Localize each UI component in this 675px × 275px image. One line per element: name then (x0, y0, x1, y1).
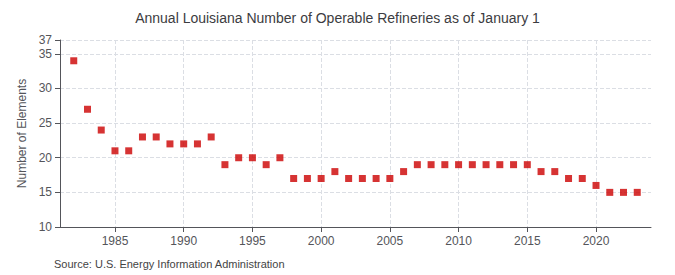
svg-text:Annual Louisiana Number of Ope: Annual Louisiana Number of Operable Refi… (135, 10, 540, 26)
svg-text:2000: 2000 (308, 234, 335, 248)
svg-text:1995: 1995 (239, 234, 266, 248)
svg-text:30: 30 (39, 81, 53, 95)
svg-text:35: 35 (39, 47, 53, 61)
svg-text:2020: 2020 (583, 234, 610, 248)
svg-text:37: 37 (39, 33, 53, 47)
svg-text:20: 20 (39, 151, 53, 165)
svg-text:2010: 2010 (445, 234, 472, 248)
svg-text:1990: 1990 (170, 234, 197, 248)
svg-text:1985: 1985 (102, 234, 129, 248)
svg-text:15: 15 (39, 185, 53, 199)
svg-text:25: 25 (39, 116, 53, 130)
svg-text:2005: 2005 (377, 234, 404, 248)
svg-text:10: 10 (39, 220, 53, 234)
svg-text:Number of Elements: Number of Elements (15, 79, 29, 188)
svg-text:2015: 2015 (514, 234, 541, 248)
svg-text:Source: U.S. Energy Informatio: Source: U.S. Energy Information Administ… (54, 258, 285, 270)
